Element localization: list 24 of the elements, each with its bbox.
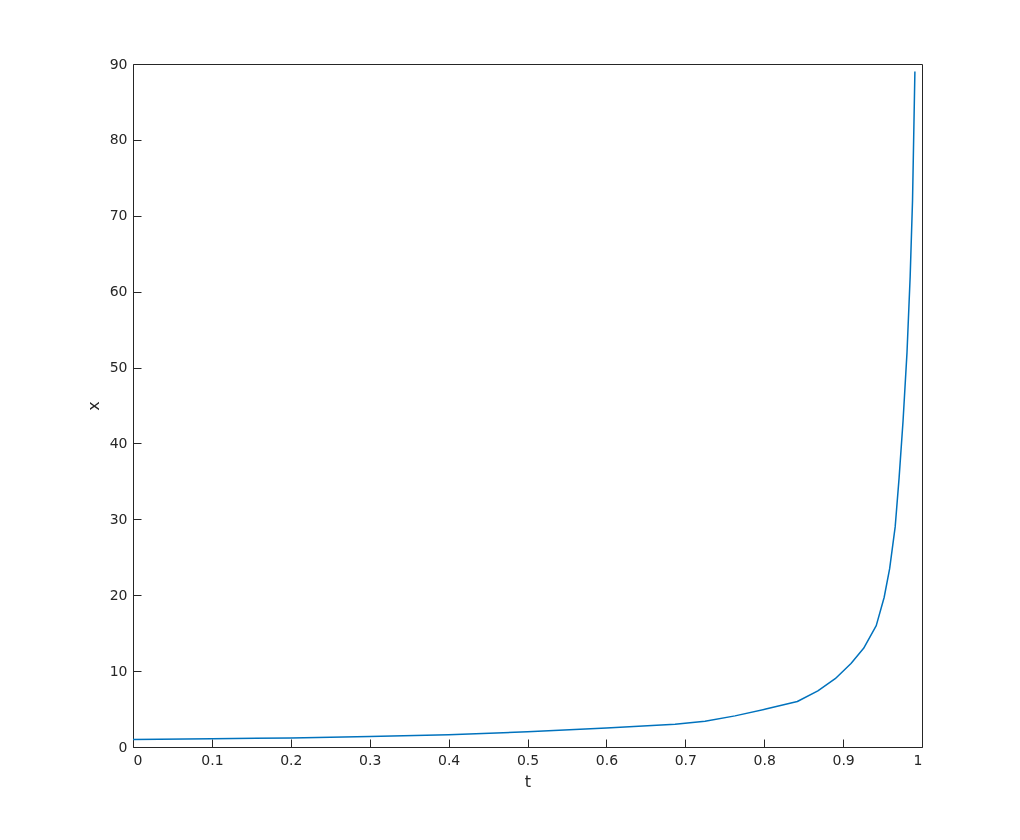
y-tick-label: 60 [109,283,128,300]
y-tick-label: 80 [109,131,128,148]
y-tick-label: 40 [109,434,128,451]
y-tick-label: 90 [109,55,128,72]
x-tick-label: 0.4 [437,751,461,768]
line-series [133,70,916,741]
x-axis-title: t [524,771,532,791]
y-tick-label: 30 [109,510,128,527]
x-tick-label: 0.1 [201,751,224,768]
y-axis-title: x [83,401,103,411]
x-tick-label: 0.3 [359,751,382,768]
y-tick-label: 70 [109,207,128,224]
x-tick-label: 0.7 [674,751,697,768]
x-tick-label: 1 [913,751,923,768]
x-tick-label: 0.8 [753,751,776,768]
y-tick-label: 0 [118,738,128,755]
x-tick-label: 0.2 [280,751,303,768]
x-tick-label: 0.6 [595,751,619,768]
x-tick-label: 0.5 [516,751,540,768]
x-tick-label: 0.9 [832,751,855,768]
y-tick-label: 10 [109,662,128,679]
y-tick-label: 50 [109,359,128,376]
x-tick-label: 0 [133,751,143,768]
y-tick-label: 20 [109,586,128,603]
